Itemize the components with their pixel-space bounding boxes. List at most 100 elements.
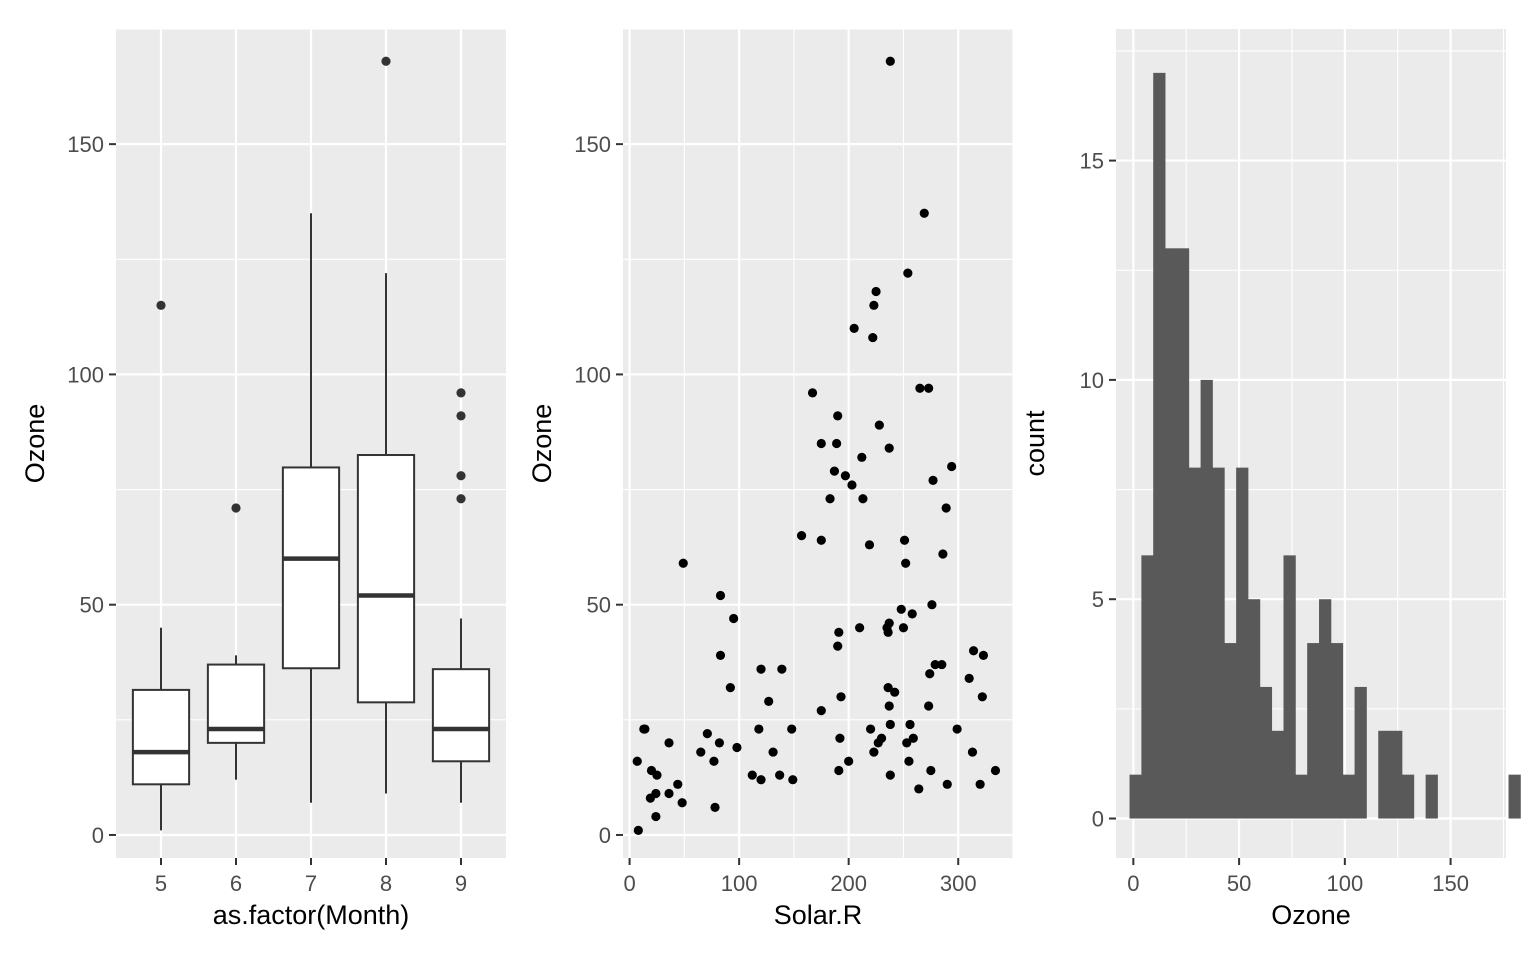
scatter-point — [883, 682, 893, 693]
scatter-point — [825, 494, 835, 504]
scatter-point — [816, 706, 826, 716]
scatter-point — [914, 784, 924, 794]
scatter-point — [833, 411, 843, 421]
scatter-point — [832, 438, 842, 449]
scatter-point — [942, 779, 952, 789]
histogram-bar — [1200, 379, 1213, 819]
histogram-bar — [1129, 774, 1142, 819]
x-axis-title: Solar.R — [774, 900, 863, 930]
scatter-point — [926, 765, 936, 776]
x-tick-label: 200 — [830, 871, 867, 896]
box-outlier-point — [381, 56, 391, 66]
histogram-bar — [1236, 467, 1249, 819]
scatter-point — [754, 724, 764, 734]
box-outlier-point — [456, 471, 466, 481]
scatter-point — [885, 56, 895, 66]
y-tick-label: 0 — [1092, 807, 1104, 832]
histogram-bar — [1247, 599, 1261, 819]
scatter-point — [885, 770, 895, 780]
y-axis-title: Ozone — [527, 404, 557, 484]
scatter-point — [883, 627, 893, 637]
x-axis-title: Ozone — [1271, 900, 1351, 930]
scatter-point — [924, 701, 934, 711]
scatter-point — [632, 756, 642, 766]
histogram-bar — [1330, 643, 1344, 819]
scatter-point — [833, 641, 843, 651]
scatter-point — [904, 756, 914, 766]
scatter-point — [937, 659, 947, 670]
scatter-point — [968, 646, 979, 656]
y-tick-label: 150 — [574, 132, 611, 157]
scatter-point — [865, 724, 876, 734]
y-tick-label: 150 — [67, 132, 104, 157]
x-tick-label: 0 — [623, 871, 635, 896]
scatter-point — [702, 729, 712, 739]
histogram-bar — [1153, 72, 1166, 819]
scatter-point — [924, 383, 934, 393]
y-tick-label: 0 — [92, 823, 104, 848]
y-tick-label: 15 — [1080, 149, 1104, 174]
scatter-point — [977, 692, 987, 702]
y-tick-label: 10 — [1080, 368, 1104, 393]
scatter-point — [664, 738, 674, 748]
scatter-point — [777, 664, 787, 674]
scatter-point — [836, 692, 846, 702]
scatter-point — [756, 664, 766, 674]
scatter-point — [952, 724, 962, 734]
scatter-point — [903, 268, 913, 278]
scatter-point — [884, 618, 894, 628]
histogram-bar — [1271, 730, 1284, 819]
histogram-bar — [1165, 248, 1178, 819]
scatter-point — [664, 788, 674, 799]
scatter-point — [864, 540, 875, 550]
box-iqr — [131, 688, 191, 786]
scatter-point — [835, 733, 845, 743]
histogram-bar — [1425, 774, 1438, 819]
x-tick-label: 9 — [455, 871, 467, 896]
y-tick-label: 50 — [80, 593, 104, 618]
scatter-point — [884, 443, 894, 453]
x-tick-label: 100 — [721, 871, 758, 896]
box-outlier-point — [156, 300, 166, 310]
scatter-point — [890, 687, 900, 697]
scatter-point — [869, 747, 879, 757]
scatter-point — [919, 208, 929, 218]
box-iqr — [356, 454, 416, 704]
scatter-point — [857, 452, 867, 462]
scatter-point — [938, 549, 948, 559]
scatter-point — [908, 733, 918, 743]
histogram-bar — [1378, 730, 1391, 819]
scatter-point — [651, 788, 661, 799]
scatter-point — [905, 719, 915, 730]
scatter-point — [947, 461, 957, 472]
scatter-point — [714, 738, 725, 748]
scatter-point — [925, 669, 935, 679]
histogram-bar — [1295, 774, 1308, 819]
scatter-point — [807, 388, 818, 398]
scatter-point — [709, 756, 719, 766]
scatter-point — [673, 779, 683, 789]
scatter-point — [710, 802, 720, 812]
box-outlier-point — [231, 503, 241, 513]
scatter-point — [729, 613, 739, 624]
scatter-point — [834, 765, 844, 776]
scatter-point — [902, 738, 912, 748]
scatter-panel: 0 50 100 150 0 100 200 300 Solar.R Ozone — [527, 28, 1014, 930]
scatter-point — [847, 480, 857, 490]
scatter-point — [796, 531, 807, 541]
scatter-point — [978, 650, 989, 660]
scatter-point — [964, 673, 974, 683]
x-tick-label: 50 — [1227, 871, 1251, 896]
y-tick-label: 100 — [67, 362, 104, 387]
scatter-point — [651, 811, 661, 822]
scatter-point — [871, 286, 881, 297]
y-axis-title: Ozone — [20, 404, 50, 484]
x-tick-label: 0 — [1127, 871, 1139, 896]
scatter-point — [840, 471, 850, 481]
scatter-point — [725, 682, 735, 693]
scatter-point — [927, 600, 937, 610]
scatter-point — [884, 701, 894, 711]
histogram-bar — [1401, 774, 1415, 819]
scatter-point — [899, 535, 910, 545]
